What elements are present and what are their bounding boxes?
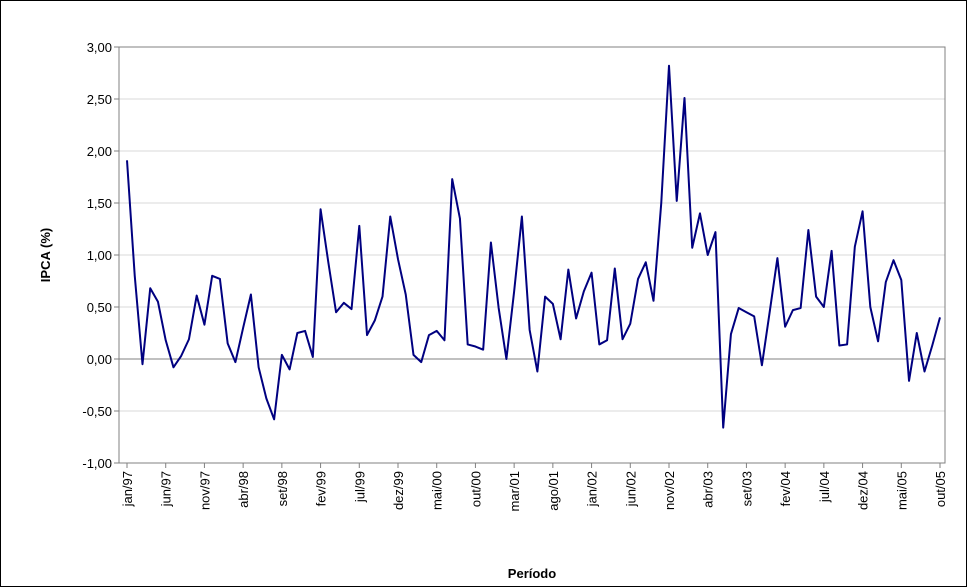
x-tick-label: dez/99 (391, 471, 406, 510)
y-tick-label: 2,50 (87, 92, 112, 107)
x-tick-label: jun/02 (623, 471, 638, 507)
y-tick-label: 0,50 (87, 300, 112, 315)
x-tick-label: jan/97 (120, 471, 135, 507)
x-tick-label: out/00 (468, 471, 483, 507)
x-tick-label: out/05 (933, 471, 948, 507)
x-tick-label: jul/04 (817, 471, 832, 503)
x-tick-label: nov/02 (662, 471, 677, 510)
x-tick-label: nov/97 (197, 471, 212, 510)
x-tick-label: fev/99 (314, 471, 329, 506)
x-tick-label: abr/03 (701, 471, 716, 508)
data-line (126, 64, 941, 429)
y-tick-label: 0,00 (87, 352, 112, 367)
x-tick-label: dez/04 (856, 471, 871, 510)
x-tick-label: mar/01 (507, 471, 522, 511)
x-tick-label: jun/97 (159, 471, 174, 507)
x-tick-label: jul/99 (352, 471, 367, 503)
x-tick-label: ago/01 (546, 471, 561, 511)
plot-area (118, 46, 946, 464)
y-axis-label: IPCA (%) (38, 228, 53, 282)
x-tick-label: set/98 (275, 471, 290, 506)
y-tick-label: 2,00 (87, 144, 112, 159)
y-tick-label: 1,00 (87, 248, 112, 263)
x-axis-label: Período (508, 566, 556, 581)
y-tick-label: -1,00 (82, 456, 112, 471)
y-tick-label: -0,50 (82, 404, 112, 419)
x-tick-label: jan/02 (585, 471, 600, 507)
y-tick-label: 3,00 (87, 40, 112, 55)
x-tick-label: mai/00 (430, 471, 445, 510)
x-tick-label: abr/98 (236, 471, 251, 508)
x-tick-label: set/03 (739, 471, 754, 506)
x-tick-label: mai/05 (894, 471, 909, 510)
x-tick-label: fev/04 (778, 471, 793, 506)
y-tick-label: 1,50 (87, 196, 112, 211)
